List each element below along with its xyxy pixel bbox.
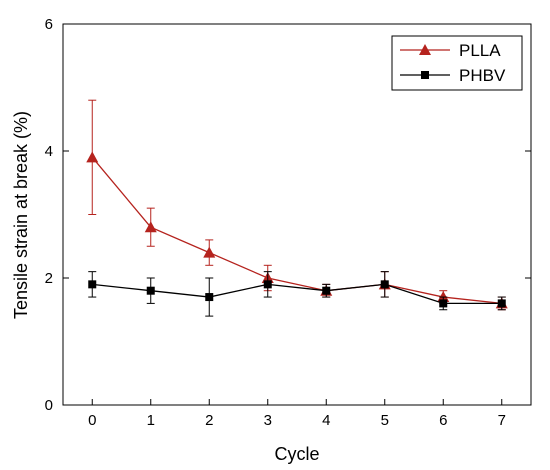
x-tick-label: 7 bbox=[498, 412, 506, 429]
data-point-phbv bbox=[205, 293, 214, 302]
data-point-phbv bbox=[146, 286, 155, 295]
data-point-phbv bbox=[439, 299, 448, 308]
y-axis-title: Tensile strain at break (%) bbox=[11, 111, 31, 319]
plot-frame bbox=[62, 23, 532, 406]
x-tick-label: 0 bbox=[88, 412, 96, 429]
data-point-plla bbox=[144, 221, 157, 233]
x-axis-title: Cycle bbox=[274, 444, 319, 464]
legend-marker-phbv bbox=[421, 71, 429, 79]
series-line-plla bbox=[91, 156, 502, 305]
x-tick-label: 5 bbox=[381, 412, 389, 429]
legend-marker-plla bbox=[419, 44, 431, 55]
series-phbv bbox=[88, 271, 506, 317]
x-tick-label: 2 bbox=[205, 412, 213, 429]
series-line-phbv bbox=[92, 283, 502, 305]
x-tick-label: 1 bbox=[147, 412, 155, 429]
data-point-phbv bbox=[263, 280, 272, 289]
series-layer bbox=[86, 99, 508, 317]
legend-label-phbv: PHBV bbox=[459, 66, 506, 85]
data-point-phbv bbox=[380, 280, 389, 289]
x-tick-label: 3 bbox=[264, 412, 272, 429]
data-point-plla bbox=[203, 246, 216, 258]
axis-ticks: 0 1 2 3 4 5 6 7 0 2 4 6 bbox=[45, 16, 531, 429]
legend-box bbox=[391, 35, 523, 91]
legend-label-plla: PLLA bbox=[459, 41, 501, 60]
data-point-phbv bbox=[322, 286, 331, 295]
x-tick-label: 6 bbox=[439, 412, 447, 429]
y-tick-label: 4 bbox=[45, 143, 53, 160]
data-point-plla bbox=[86, 151, 99, 163]
y-tick-label: 0 bbox=[45, 397, 53, 414]
y-tick-label: 6 bbox=[45, 16, 53, 33]
x-tick-label: 4 bbox=[322, 412, 330, 429]
data-point-phbv bbox=[497, 299, 506, 308]
y-tick-label: 2 bbox=[45, 270, 53, 287]
legend: PLLA PHBV bbox=[391, 35, 523, 91]
data-point-phbv bbox=[88, 280, 97, 289]
